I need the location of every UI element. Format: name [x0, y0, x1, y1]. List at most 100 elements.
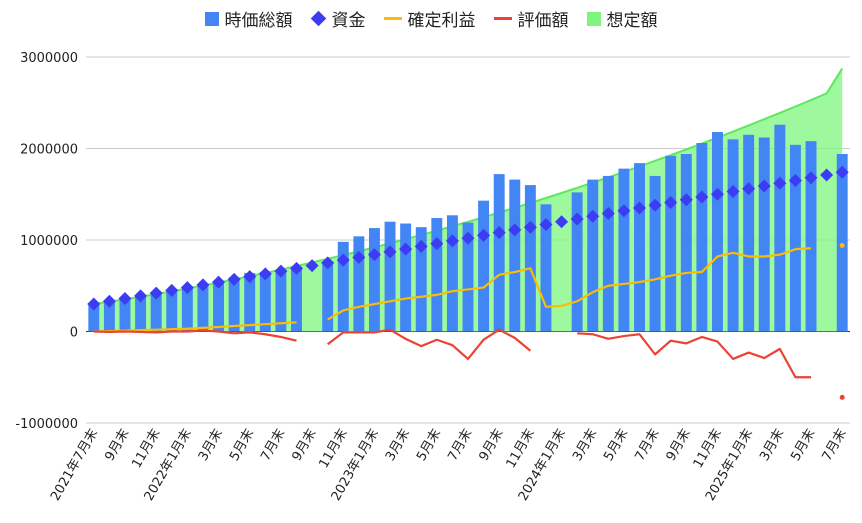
bar-market-value-0	[88, 304, 100, 332]
marker-capital-37	[664, 195, 678, 209]
bar-market-value-6	[181, 287, 193, 332]
bar-market-value-23	[446, 215, 458, 332]
legend-item-valuation[interactable]: 評価額	[493, 6, 569, 31]
x-tick-label-7: 9月末	[289, 427, 319, 464]
bar-market-value-13	[291, 268, 302, 332]
marker-capital-3	[134, 289, 148, 303]
bar-market-value-16	[337, 241, 349, 332]
marker-capital-32	[586, 209, 600, 223]
x-tick-label-24: 7月末	[820, 427, 850, 464]
marker-capital-30	[555, 215, 569, 229]
legend-item-market-value[interactable]: 時価総額	[204, 6, 293, 31]
marker-capital-17	[352, 250, 366, 264]
marker-capital-48	[835, 165, 849, 179]
legend-label-market-value: 時価総額	[224, 11, 293, 31]
x-tick-label-0: 2021年7月末	[48, 427, 101, 504]
bar-market-value-5	[166, 290, 178, 332]
bar-market-value-31	[571, 192, 583, 332]
marker-capital-25	[477, 228, 491, 242]
marker-capital-47	[820, 168, 834, 182]
point-realized-profit-48	[839, 242, 845, 248]
marker-capital-15	[321, 256, 335, 270]
marker-capital-9	[227, 272, 241, 286]
marker-capital-29	[539, 217, 553, 231]
x-tick-label-16: 3月末	[570, 427, 600, 464]
bar-market-value-38	[680, 153, 692, 332]
marker-capital-27	[508, 223, 522, 237]
x-tick-label-6: 7月末	[258, 427, 288, 464]
marker-capital-8	[212, 275, 226, 289]
marker-capital-18	[367, 248, 381, 262]
bar-market-value-3	[135, 296, 147, 332]
bar-market-value-40	[712, 132, 723, 332]
marker-capital-2	[118, 292, 132, 306]
marker-capital-1	[102, 294, 116, 308]
marker-capital-44	[773, 176, 787, 190]
legend-item-capital[interactable]: 資金	[310, 6, 366, 31]
marker-capital-40	[710, 187, 724, 201]
bar-market-value-22	[431, 218, 443, 332]
x-tick-label-8: 11月末	[316, 427, 350, 471]
x-tick-label-17: 5月末	[601, 427, 631, 464]
marker-capital-24	[461, 231, 475, 245]
marker-capital-43	[757, 179, 771, 193]
bar-market-value-24	[462, 222, 474, 332]
x-tick-label-12: 7月末	[445, 427, 475, 464]
legend-swatch-valuation	[493, 17, 512, 20]
bar-market-value-39	[696, 143, 708, 332]
legend-swatch-realized-profit	[383, 17, 402, 20]
bar-market-value-7	[197, 284, 209, 332]
marker-capital-12	[274, 264, 288, 278]
marker-capital-39	[695, 190, 709, 204]
bar-market-value-35	[634, 163, 645, 332]
marker-capital-42	[742, 182, 756, 196]
marker-capital-33	[601, 206, 615, 220]
marker-capital-31	[570, 212, 584, 226]
legend-item-expected[interactable]: 想定額	[586, 6, 658, 31]
chart-legend: 時価総額 資金 確定利益 評価額 想定額	[0, 6, 862, 31]
bar-market-value-46	[805, 141, 817, 332]
bar-market-value-26	[493, 174, 505, 332]
x-tick-label-22: 3月末	[757, 427, 787, 464]
x-tick-label-13: 9月末	[477, 427, 507, 464]
bar-market-value-17	[353, 236, 365, 332]
marker-capital-41	[726, 185, 740, 199]
bar-market-value-43	[758, 137, 770, 332]
marker-capital-6	[180, 281, 194, 295]
bar-market-value-28	[524, 185, 536, 332]
y-tick-label-4: -1000000	[15, 417, 78, 432]
legend-swatch-market-value	[204, 11, 219, 26]
marker-capital-7	[196, 278, 210, 292]
bar-market-value-18	[368, 228, 380, 332]
marker-capital-21	[414, 239, 428, 253]
marker-capital-36	[648, 198, 662, 212]
bar-market-value-12	[275, 270, 287, 332]
legend-item-realized-profit[interactable]: 確定利益	[383, 6, 476, 31]
x-tick-label-11: 5月末	[414, 427, 444, 464]
bar-market-value-32	[587, 179, 599, 332]
marker-capital-45	[788, 174, 802, 188]
marker-capital-46	[804, 171, 818, 185]
bar-market-value-10	[244, 272, 256, 332]
marker-capital-5	[165, 283, 179, 297]
x-tick-label-19: 9月末	[664, 427, 694, 464]
y-tick-label-3: 0	[70, 326, 78, 341]
marker-capital-35	[633, 201, 647, 215]
bar-market-value-11	[259, 272, 271, 332]
bar-market-value-36	[649, 175, 661, 332]
x-tick-label-14: 11月末	[504, 427, 538, 471]
bar-market-value-4	[150, 293, 162, 332]
bar-market-value-33	[602, 175, 614, 332]
marker-capital-14	[305, 259, 319, 273]
bar-market-value-20	[400, 223, 412, 332]
bar-market-value-15	[322, 261, 334, 332]
line-valuation	[94, 330, 842, 398]
marker-capital-13	[289, 261, 303, 275]
marker-capital-22	[430, 237, 444, 251]
x-tick-label-10: 3月末	[383, 427, 413, 464]
legend-label-capital: 資金	[331, 11, 366, 31]
x-tick-label-5: 5月末	[227, 427, 257, 464]
marker-capital-0	[87, 297, 101, 311]
